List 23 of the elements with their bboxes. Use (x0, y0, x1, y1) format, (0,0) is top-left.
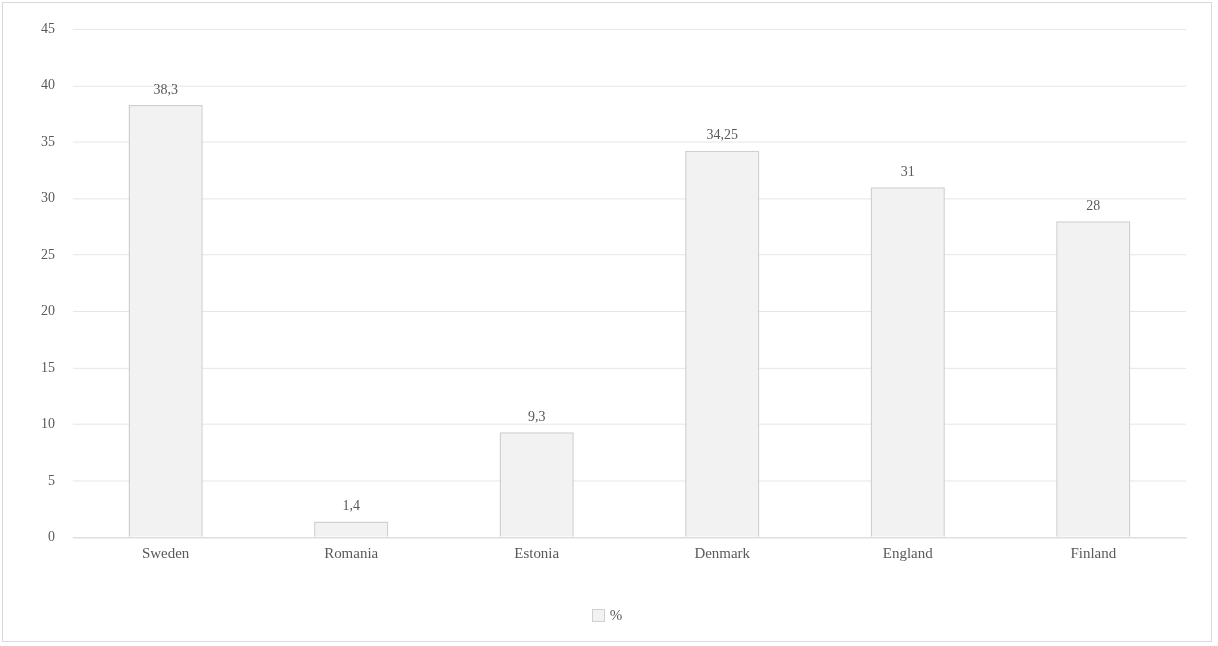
y-tick-label: 30 (40, 190, 55, 206)
data-label: 31 (900, 164, 915, 180)
y-tick-label: 40 (40, 77, 55, 93)
x-tick-label: Sweden (141, 545, 190, 562)
x-tick-label: Romania (324, 545, 379, 562)
y-tick-label: 35 (40, 133, 55, 149)
text: % (609, 607, 623, 624)
x-tick-label: Finland (1070, 545, 1117, 562)
y-tick-label: 45 (40, 20, 55, 36)
y-tick-label: 20 (40, 303, 55, 319)
y-tick-label: 5 (47, 472, 55, 488)
y-tick-label: 10 (40, 416, 55, 432)
y-tick-label: 25 (40, 246, 55, 262)
data-label: 28 (1086, 197, 1101, 213)
y-tick-label: 15 (40, 359, 55, 375)
x-tick-label: England (882, 545, 934, 562)
x-tick-label: Estonia (514, 545, 560, 562)
data-label: 1,4 (342, 498, 360, 514)
data-label: 9,3 (527, 409, 546, 425)
x-tick-label: Denmark (694, 545, 751, 562)
data-label: 38,3 (153, 81, 178, 97)
y-tick-label: 0 (47, 528, 55, 544)
data-label: 34,25 (706, 127, 738, 143)
